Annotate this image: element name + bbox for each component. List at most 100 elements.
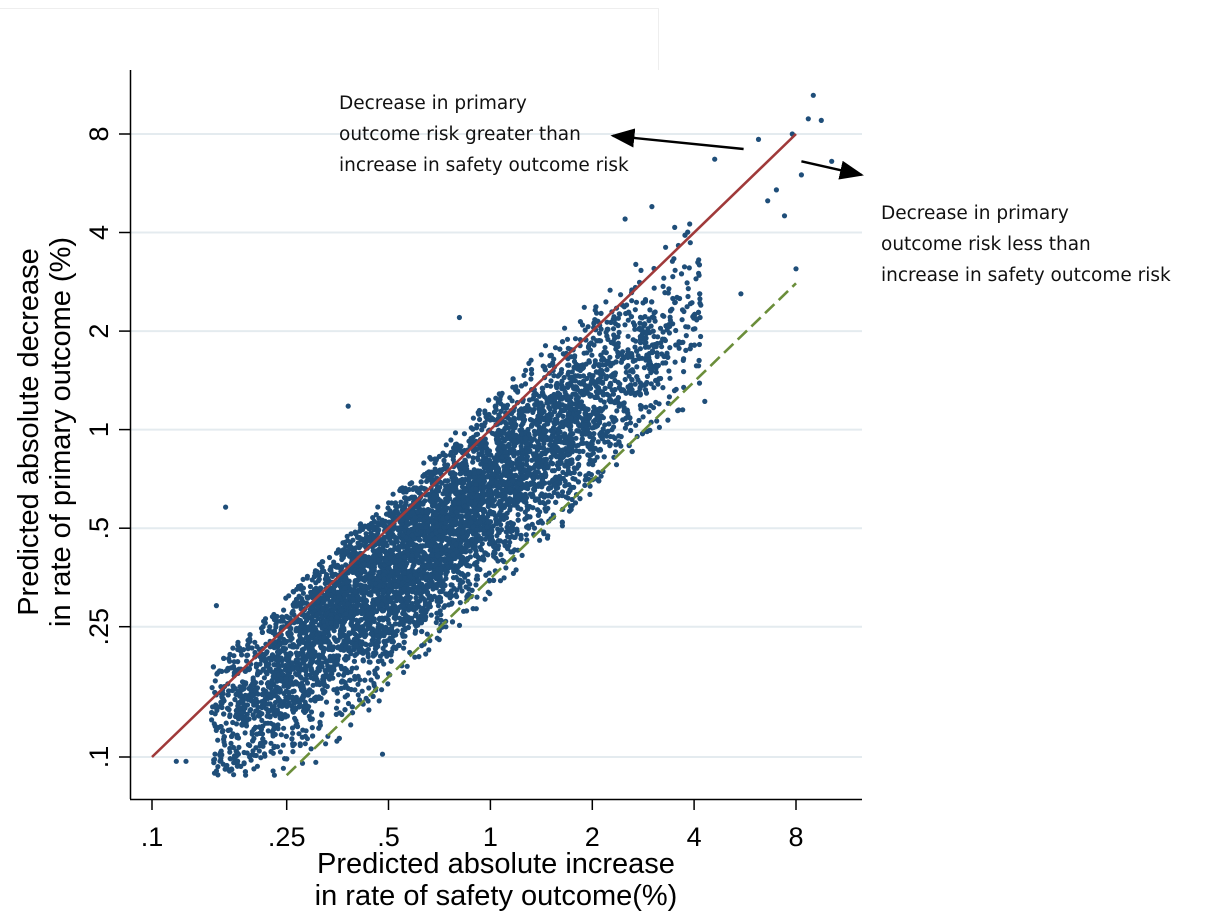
scatter-point — [334, 686, 340, 692]
scatter-point — [563, 440, 570, 446]
scatter-point — [453, 592, 459, 598]
scatter-point — [587, 347, 594, 353]
scatter-point — [348, 722, 354, 728]
scatter-points — [173, 92, 835, 778]
scatter-point — [554, 380, 560, 387]
scatter-point — [541, 531, 547, 537]
scatter-point — [384, 653, 390, 659]
scatter-point — [426, 647, 432, 653]
scatter-point — [470, 455, 476, 461]
scatter-point — [271, 662, 277, 668]
scatter-point — [642, 314, 648, 320]
scatter-point — [598, 326, 604, 332]
scatter-point — [437, 608, 443, 614]
scatter-point — [598, 310, 604, 316]
scatter-point — [418, 613, 424, 619]
scatter-point — [370, 554, 377, 560]
scatter-point — [331, 588, 337, 595]
scatter-point — [352, 652, 358, 659]
scatter-point — [322, 580, 328, 587]
scatter-point — [473, 582, 479, 588]
scatter-point — [338, 663, 344, 670]
scatter-point — [595, 439, 601, 445]
scatter-point — [294, 681, 300, 687]
scatter-point — [215, 737, 221, 743]
scatter-point — [434, 615, 440, 621]
scatter-point — [535, 519, 542, 526]
scatter-point — [667, 314, 673, 320]
scatter-point — [524, 537, 530, 543]
scatter-point — [462, 458, 468, 464]
scatter-point — [666, 394, 673, 400]
scatter-point — [277, 713, 284, 719]
scatter-point — [300, 585, 306, 591]
scatter-point — [552, 345, 559, 351]
scatter-point — [633, 261, 639, 267]
scatter-point — [227, 712, 233, 718]
scatter-point — [450, 575, 457, 581]
scatter-point — [241, 760, 247, 766]
scatter-point — [342, 694, 348, 700]
scatter-point — [514, 526, 520, 532]
scatter-point — [589, 352, 595, 358]
scatter-point — [376, 698, 382, 704]
scatter-point — [683, 333, 689, 339]
scatter-point — [580, 373, 587, 379]
scatter-point — [664, 327, 670, 333]
scatter-point — [681, 308, 687, 315]
scatter-point — [632, 344, 638, 350]
scatter-point — [269, 677, 275, 684]
scatter-point — [474, 431, 481, 437]
scatter-point — [510, 570, 516, 577]
scatter-point — [235, 639, 241, 645]
scatter-point — [285, 671, 291, 678]
scatter-point — [541, 440, 547, 447]
scatter-point — [365, 651, 371, 657]
scatter-point — [523, 367, 529, 373]
scatter-point — [592, 358, 598, 364]
scatter-point — [595, 469, 601, 475]
scatter-point — [628, 314, 635, 320]
scatter-point — [551, 373, 557, 379]
scatter-point — [556, 473, 563, 479]
scatter-point — [249, 693, 256, 699]
scatter-point — [390, 491, 396, 497]
scatter-point — [376, 515, 382, 521]
scatter-point — [593, 383, 600, 389]
scatter-point — [630, 337, 636, 343]
scatter-point — [368, 677, 374, 683]
scatter-point — [585, 390, 592, 397]
scatter-point — [684, 304, 690, 310]
scatter-point — [696, 341, 703, 348]
scatter-point — [542, 343, 549, 349]
scatter-point — [401, 645, 407, 651]
scatter-point — [502, 538, 508, 545]
scatter-point — [353, 665, 360, 671]
scatter-point — [290, 749, 296, 755]
scatter-point — [291, 688, 297, 694]
scatter-point — [375, 504, 381, 510]
scatter-point — [259, 717, 265, 724]
scatter-point — [242, 692, 248, 699]
scatter-point — [539, 484, 545, 490]
scatter-point — [698, 333, 704, 340]
scatter-point — [410, 563, 416, 569]
scatter-point — [434, 635, 440, 641]
scatter-point — [622, 376, 628, 383]
scatter-point — [539, 520, 546, 526]
scatter-point — [665, 417, 671, 423]
scatter-point — [309, 725, 315, 731]
scatter-point — [533, 398, 540, 404]
scatter-point — [227, 749, 233, 755]
scatter-point — [249, 752, 255, 758]
scatter-point — [433, 530, 439, 536]
scatter-point — [476, 451, 482, 457]
scatter-point — [535, 474, 541, 480]
scatter-point — [482, 596, 488, 602]
scatter-point — [588, 340, 594, 346]
scatter-point — [368, 631, 374, 637]
scatter-point — [374, 523, 380, 529]
scatter-point — [366, 707, 372, 713]
scatter-point — [681, 384, 687, 390]
